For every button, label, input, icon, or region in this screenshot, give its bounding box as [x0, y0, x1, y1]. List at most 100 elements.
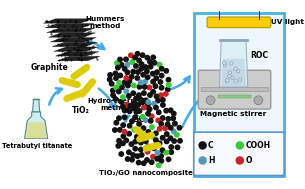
Circle shape — [118, 73, 123, 78]
Circle shape — [144, 139, 148, 143]
Circle shape — [164, 139, 169, 144]
Circle shape — [156, 110, 161, 115]
Circle shape — [164, 69, 168, 73]
Text: TiO₂/GO nanocomposites: TiO₂/GO nanocomposites — [99, 170, 197, 176]
Circle shape — [138, 132, 142, 136]
Circle shape — [150, 134, 155, 139]
Circle shape — [151, 55, 155, 60]
Circle shape — [143, 79, 148, 84]
Circle shape — [134, 110, 138, 114]
Circle shape — [228, 71, 231, 74]
Text: TiO₂: TiO₂ — [71, 106, 89, 115]
Circle shape — [156, 98, 160, 103]
Circle shape — [126, 83, 130, 88]
Circle shape — [133, 146, 138, 151]
Circle shape — [145, 158, 149, 162]
Circle shape — [145, 69, 149, 74]
Circle shape — [148, 60, 152, 64]
Circle shape — [155, 156, 160, 161]
Circle shape — [168, 136, 173, 140]
Circle shape — [143, 65, 148, 69]
Circle shape — [136, 160, 141, 165]
Polygon shape — [219, 40, 248, 87]
Circle shape — [109, 81, 114, 86]
Circle shape — [154, 131, 158, 136]
Circle shape — [114, 76, 118, 80]
Circle shape — [160, 148, 165, 153]
Circle shape — [137, 58, 141, 63]
Circle shape — [125, 157, 130, 161]
Circle shape — [121, 141, 125, 146]
Text: Hummers
method: Hummers method — [85, 16, 125, 29]
Circle shape — [223, 63, 227, 67]
Circle shape — [132, 128, 136, 132]
Circle shape — [151, 90, 155, 94]
Circle shape — [133, 55, 137, 60]
Text: Graphite: Graphite — [30, 63, 68, 72]
Circle shape — [154, 138, 158, 142]
Polygon shape — [33, 99, 40, 112]
Circle shape — [124, 89, 128, 94]
Polygon shape — [221, 59, 246, 87]
FancyArrowPatch shape — [99, 88, 115, 109]
Circle shape — [151, 71, 155, 76]
Circle shape — [138, 80, 143, 85]
Circle shape — [174, 133, 179, 137]
Circle shape — [169, 126, 173, 130]
Circle shape — [142, 161, 146, 165]
Circle shape — [144, 98, 148, 103]
Circle shape — [134, 96, 138, 101]
Circle shape — [138, 147, 143, 152]
Circle shape — [127, 150, 131, 154]
Text: GO: GO — [131, 115, 146, 124]
Circle shape — [166, 87, 170, 91]
Circle shape — [159, 93, 163, 97]
Circle shape — [132, 101, 136, 105]
Text: H: H — [208, 156, 214, 165]
Circle shape — [161, 103, 165, 107]
Circle shape — [158, 80, 163, 84]
Circle shape — [146, 112, 150, 116]
Circle shape — [163, 92, 168, 96]
Polygon shape — [25, 112, 48, 138]
Circle shape — [142, 105, 146, 110]
FancyBboxPatch shape — [218, 95, 251, 98]
Circle shape — [119, 63, 124, 67]
Circle shape — [134, 104, 139, 109]
Circle shape — [115, 61, 119, 65]
Circle shape — [149, 160, 154, 164]
Circle shape — [225, 79, 229, 83]
Circle shape — [142, 85, 147, 89]
Polygon shape — [47, 28, 95, 33]
Circle shape — [139, 153, 144, 157]
Circle shape — [151, 154, 155, 159]
Polygon shape — [48, 33, 95, 37]
Circle shape — [122, 129, 127, 134]
Circle shape — [254, 96, 263, 105]
Circle shape — [142, 91, 146, 95]
Circle shape — [116, 144, 120, 148]
Polygon shape — [43, 19, 93, 23]
Circle shape — [146, 102, 150, 107]
Text: C: C — [208, 141, 214, 150]
Circle shape — [113, 97, 118, 101]
Circle shape — [133, 139, 138, 144]
Text: O: O — [245, 156, 252, 165]
Circle shape — [145, 75, 150, 79]
Circle shape — [146, 100, 151, 104]
Text: ROC: ROC — [250, 51, 268, 60]
Circle shape — [120, 105, 125, 109]
Circle shape — [156, 118, 160, 123]
Circle shape — [130, 119, 134, 123]
Circle shape — [122, 108, 127, 113]
Circle shape — [236, 142, 243, 149]
Circle shape — [238, 78, 242, 81]
Circle shape — [150, 125, 154, 129]
Circle shape — [136, 70, 140, 74]
Circle shape — [155, 151, 160, 155]
Circle shape — [134, 64, 138, 68]
Circle shape — [130, 60, 135, 64]
Polygon shape — [57, 56, 100, 61]
Circle shape — [137, 93, 141, 97]
Circle shape — [130, 157, 134, 162]
